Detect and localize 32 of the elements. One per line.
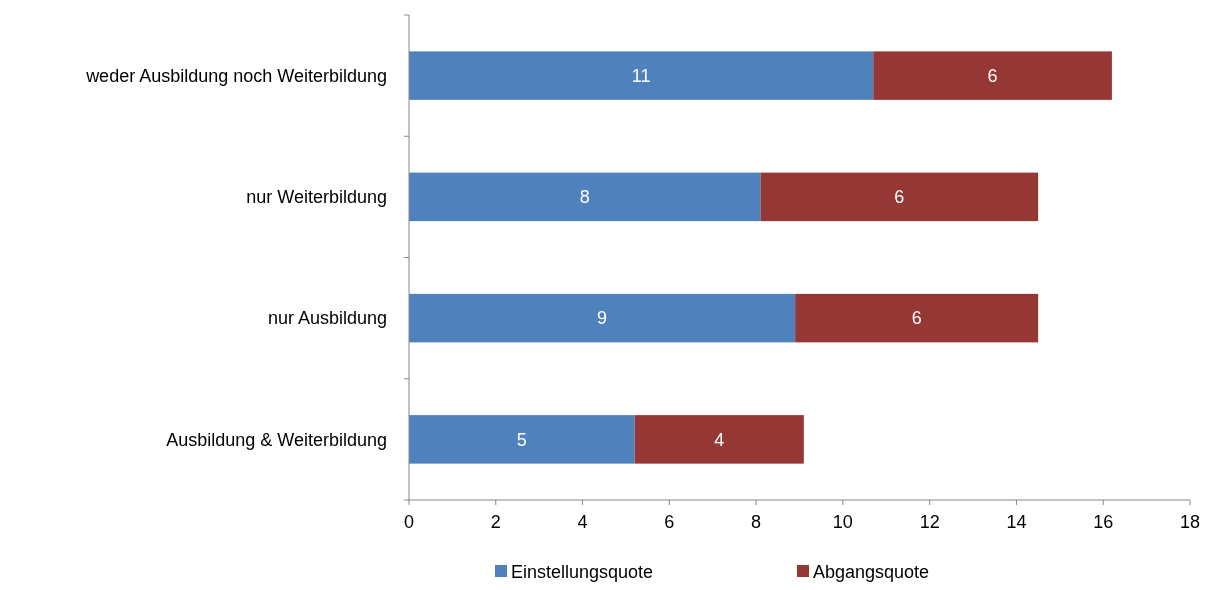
bar	[795, 293, 1039, 343]
y-tick-label: Ausbildung & Weiterbildung	[166, 429, 387, 450]
x-tick-label: 6	[664, 512, 675, 532]
data-label: 11	[631, 65, 651, 86]
bar	[409, 293, 796, 343]
bar	[409, 415, 635, 464]
data-label: 5	[516, 429, 527, 450]
bar	[634, 415, 804, 464]
x-tick-label: 12	[919, 512, 940, 532]
x-tick-label: 10	[832, 512, 853, 532]
data-label: 6	[894, 187, 905, 208]
data-label: 9	[597, 308, 608, 329]
bar	[409, 172, 761, 222]
data-label: 6	[911, 308, 922, 329]
x-tick-label: 14	[1006, 512, 1027, 532]
data-label: 8	[579, 187, 590, 208]
x-tick-label: 2	[490, 512, 501, 532]
x-tick-label: 18	[1179, 512, 1201, 532]
y-tick-label: nur Weiterbildung	[246, 187, 387, 208]
bar	[409, 51, 874, 100]
bar	[760, 172, 1039, 222]
x-tick-label: 16	[1093, 512, 1114, 532]
y-tick-label: weder Ausbildung noch Weiterbildung	[85, 65, 387, 86]
data-label: 6	[987, 65, 998, 86]
x-tick-label: 8	[751, 512, 762, 532]
legend-label: Abgangsquote	[813, 562, 930, 582]
x-tick-label: 4	[577, 512, 588, 532]
bar	[873, 51, 1112, 100]
data-label: 4	[714, 429, 725, 450]
y-tick-label: nur Ausbildung	[267, 308, 387, 329]
legend-label: Einstellungsquote	[511, 562, 654, 582]
x-tick-label: 0	[403, 512, 415, 532]
